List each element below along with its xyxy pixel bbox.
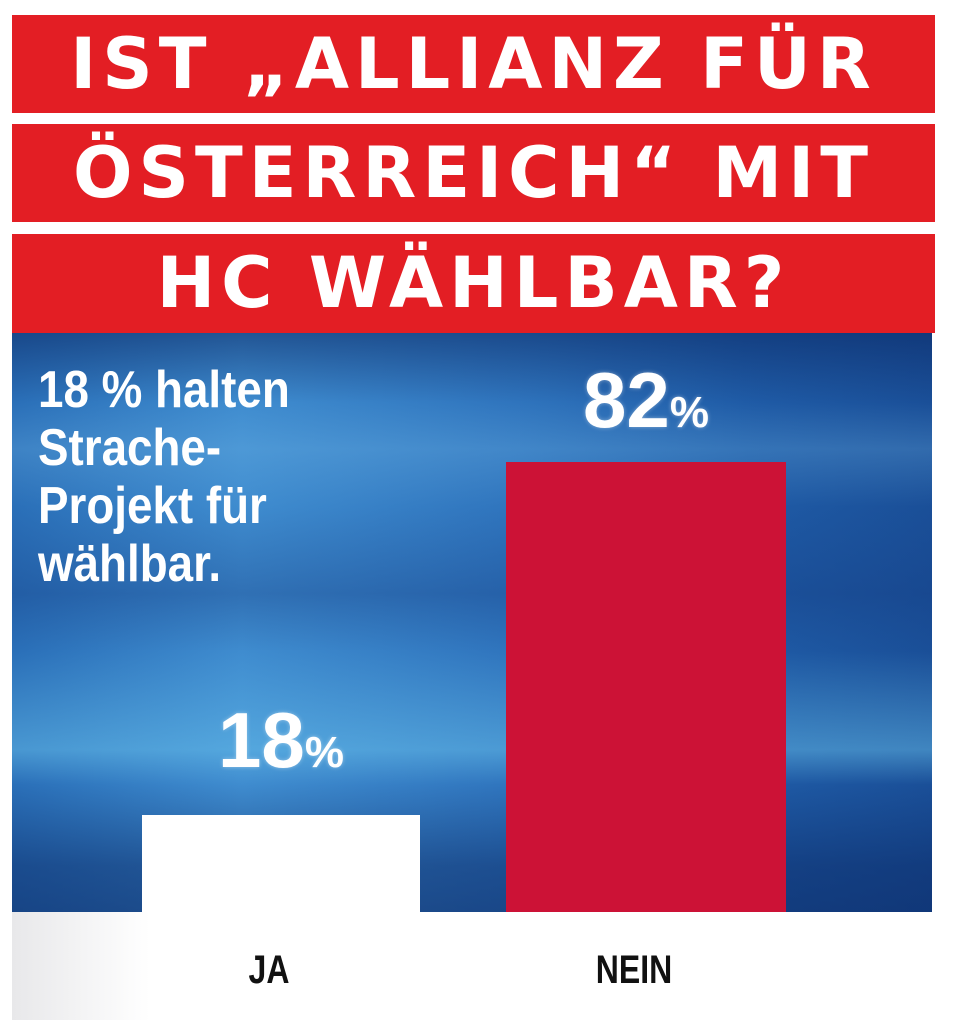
title-line-1: IST „ALLIANZ FÜR (12, 15, 935, 113)
bar-ja (142, 815, 420, 912)
x-label-ja: JA (248, 948, 290, 992)
x-axis-strip (12, 912, 932, 1020)
caption-line: Strache- (38, 419, 222, 477)
x-label-nein: NEIN (595, 948, 673, 992)
value-number: 82 (583, 356, 670, 444)
title-line-2: ÖSTERREICH“ MIT (12, 124, 935, 222)
value-label-ja: 18% (142, 695, 420, 786)
bar-nein (506, 462, 786, 912)
title-line-3: HC WÄHLBAR? (12, 234, 935, 333)
value-number: 18 (218, 696, 305, 784)
value-label-nein: 82% (506, 355, 786, 446)
value-percent: % (669, 388, 709, 437)
caption-line: 18 % halten (38, 361, 290, 419)
chart-caption: 18 % halten Strache- Projekt für wählbar… (38, 361, 290, 593)
caption-line: Projekt für (38, 477, 267, 535)
caption-line: wählbar. (38, 535, 222, 593)
value-percent: % (304, 728, 344, 777)
chart-panel: 18 % halten Strache- Projekt für wählbar… (12, 333, 932, 912)
